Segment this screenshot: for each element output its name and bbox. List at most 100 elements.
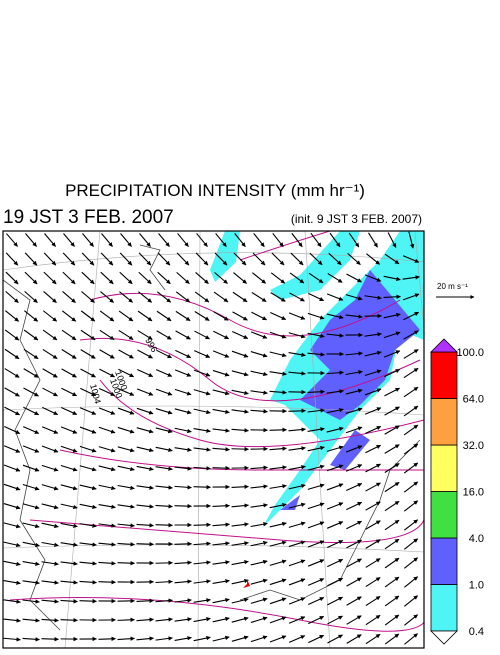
wind-arrow <box>385 520 399 530</box>
wind-arrow <box>289 579 305 585</box>
wind-arrow <box>44 253 56 265</box>
wind-arrow <box>42 523 59 527</box>
wind-arrow <box>137 486 154 488</box>
wind-arrow <box>156 447 173 450</box>
wind-arrow <box>118 408 134 414</box>
wind-arrow <box>251 617 267 622</box>
wind-arrow <box>270 523 287 527</box>
wind-arrow <box>42 465 58 470</box>
wind-arrow <box>404 482 418 492</box>
wind-arrow <box>80 446 96 451</box>
colorbar-band <box>431 399 457 446</box>
wind-arrow <box>102 234 113 247</box>
wind-arrow <box>196 253 208 265</box>
wind-arrow <box>385 615 399 625</box>
wind-arrow <box>42 427 58 434</box>
wind-arrow <box>23 465 39 471</box>
wind-arrow <box>194 390 210 395</box>
wind-arrow <box>385 426 400 435</box>
wind-arrow <box>347 578 362 586</box>
wind-arrow <box>156 525 173 526</box>
wind-arrow <box>137 389 153 395</box>
wind-arrow <box>5 388 20 396</box>
wind-arrow <box>404 387 418 397</box>
wind-arrow <box>404 577 417 588</box>
wind-arrow <box>4 561 21 564</box>
wind-arrow <box>99 505 116 508</box>
wind-arrow <box>308 598 324 605</box>
wind-arrow <box>346 502 361 509</box>
wind-arrow <box>118 563 135 564</box>
wind-arrow <box>23 638 40 639</box>
wind-arrow <box>195 312 209 321</box>
wind-arrow <box>118 638 135 639</box>
wind-arrow <box>385 482 399 491</box>
wind-arrow <box>176 311 190 320</box>
map: 1000 996 1004 1000 <box>3 231 428 648</box>
wind-arrow <box>4 619 21 621</box>
wind-arrow <box>195 292 209 302</box>
wind-arrow <box>99 485 116 488</box>
wind-arrow <box>177 272 190 283</box>
wind-arrow <box>140 233 151 246</box>
wind-arrow <box>119 330 133 339</box>
wind-arrow <box>119 311 133 321</box>
wind-arrow <box>232 390 249 393</box>
wind-arrow <box>25 272 37 284</box>
wind-arrow <box>404 463 418 473</box>
wind-arrow <box>327 503 343 509</box>
wind-arrow <box>175 448 192 451</box>
wind-arrow <box>175 600 192 602</box>
wind-arrow <box>99 543 116 545</box>
wind-arrow <box>25 234 36 247</box>
wind-arrow <box>43 349 57 358</box>
wind-arrow <box>213 331 228 338</box>
wind-arrow <box>232 580 249 584</box>
wind-arrow <box>118 524 135 526</box>
wind-arrow <box>137 544 154 545</box>
wind-arrow <box>137 619 154 620</box>
wind-arrow <box>404 425 418 435</box>
valid-time: 19 JST 3 FEB. 2007 <box>3 207 174 228</box>
wind-arrow <box>137 447 154 451</box>
wind-arrow <box>62 350 76 359</box>
wind-arrow <box>197 233 208 246</box>
wind-arrow <box>137 466 154 469</box>
wind-arrow <box>4 465 20 471</box>
wind-arrow <box>44 291 57 302</box>
wind-arrow <box>404 539 417 550</box>
wind-arrow <box>42 600 59 602</box>
wind-arrow <box>270 636 286 642</box>
wind-arrow <box>80 504 97 507</box>
wind-arrow <box>43 311 56 322</box>
wind-arrow <box>232 351 248 357</box>
contour-label: 1004 <box>88 383 103 405</box>
wind-arrow <box>213 409 230 412</box>
wind-arrow <box>308 579 324 586</box>
wind-arrow <box>214 292 228 302</box>
colorbar-label: 64.0 <box>463 394 484 406</box>
wind-arrow <box>308 616 323 623</box>
wind-arrow <box>42 485 58 490</box>
wind-arrow <box>346 540 361 548</box>
wind-arrow <box>100 311 114 321</box>
wind-arrow <box>157 331 172 340</box>
wind-arrow <box>213 370 229 375</box>
wind-arrow <box>270 352 287 356</box>
wind-arrow <box>254 233 265 246</box>
wind-arrow <box>194 637 211 640</box>
wind-arrow <box>118 543 135 544</box>
wind-arrow <box>232 332 248 339</box>
wind-arrow <box>139 253 151 265</box>
init-time: (init. 9 JST 3 FEB. 2007) <box>291 212 422 226</box>
wind-arrow <box>289 429 306 431</box>
wind-arrow <box>385 634 399 644</box>
wind-arrow <box>44 234 55 247</box>
wind-arrow <box>232 543 249 546</box>
wind-arrow <box>232 561 249 564</box>
wind-arrow <box>138 331 153 340</box>
wind-arrow <box>118 447 134 451</box>
wind-arrow <box>213 562 230 564</box>
wind-arrow <box>121 233 132 246</box>
